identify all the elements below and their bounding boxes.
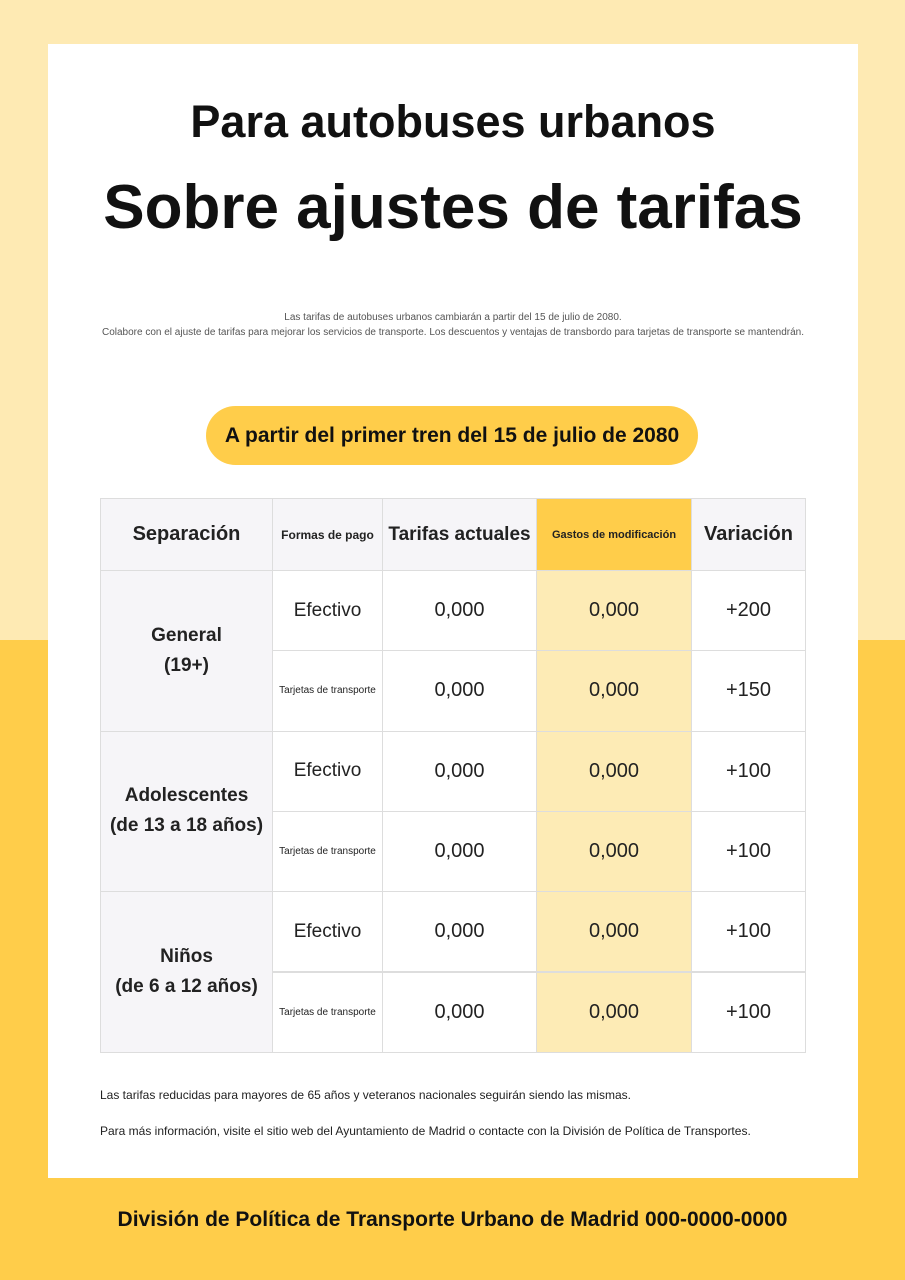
current-fare: 0,000 [382,650,537,732]
column-header: Separación [100,498,273,571]
modified-fare: 0,000 [536,730,692,812]
current-fare: 0,000 [382,971,537,1053]
banner: A partir del primer tren del 15 de julio… [206,406,698,465]
column-header: Formas de pago [272,498,383,571]
intro-line: Las tarifas de autobuses urbanos cambiar… [284,312,622,323]
note: Las tarifas reducidas para mayores de 65… [100,1088,631,1102]
payment-method: Efectivo [272,730,383,812]
group-label-line: (de 13 a 18 años) [109,815,264,837]
payment-method: Tarjetas de transporte [272,650,383,732]
variation: +150 [691,650,806,732]
variation: +100 [691,891,806,973]
modified-fare: 0,000 [536,971,692,1053]
variation: +100 [691,971,806,1053]
column-header: Variación [691,498,806,571]
payment-method: Efectivo [272,570,383,652]
group-label-line: Niños [160,945,213,967]
group-label: General (19+) [100,570,273,732]
current-fare: 0,000 [382,570,537,652]
variation: +100 [691,730,806,812]
note: Para más información, visite el sitio we… [100,1124,751,1138]
group-label: Adolescentes (de 13 a 18 años) [100,730,273,893]
payment-method: Tarjetas de transporte [272,810,383,893]
column-header: Tarifas actuales [382,498,537,571]
current-fare: 0,000 [382,730,537,812]
payment-method: Efectivo [272,891,383,973]
current-fare: 0,000 [382,891,537,973]
title: Sobre ajustes de tarifas [103,173,803,242]
modified-fare: 0,000 [536,810,692,893]
subtitle: Para autobuses urbanos [190,96,716,147]
notes: Las tarifas reducidas para mayores de 65… [100,1088,751,1160]
modified-fare: 0,000 [536,891,692,973]
modified-fare: 0,000 [536,650,692,732]
current-fare: 0,000 [382,810,537,893]
footer: División de Política de Transporte Urban… [117,1208,788,1231]
group-label-line: (19+) [164,654,209,676]
intro: Las tarifas de autobuses urbanos cambiar… [48,310,858,340]
variation: +200 [691,570,806,652]
card: Para autobuses urbanos Sobre ajustes de … [48,44,858,1178]
group-label-line: General [151,624,222,646]
intro-line: Colabore con el ajuste de tarifas para m… [101,327,805,338]
modified-fare: 0,000 [536,570,692,652]
payment-method: Tarjetas de transporte [272,971,383,1053]
variation: +100 [691,810,806,893]
group-label-line: (de 6 a 12 años) [115,975,258,997]
column-header: Gastos de modificación [536,498,692,571]
group-label-line: Adolescentes [124,785,249,807]
group-label: Niños (de 6 a 12 años) [100,891,273,1053]
